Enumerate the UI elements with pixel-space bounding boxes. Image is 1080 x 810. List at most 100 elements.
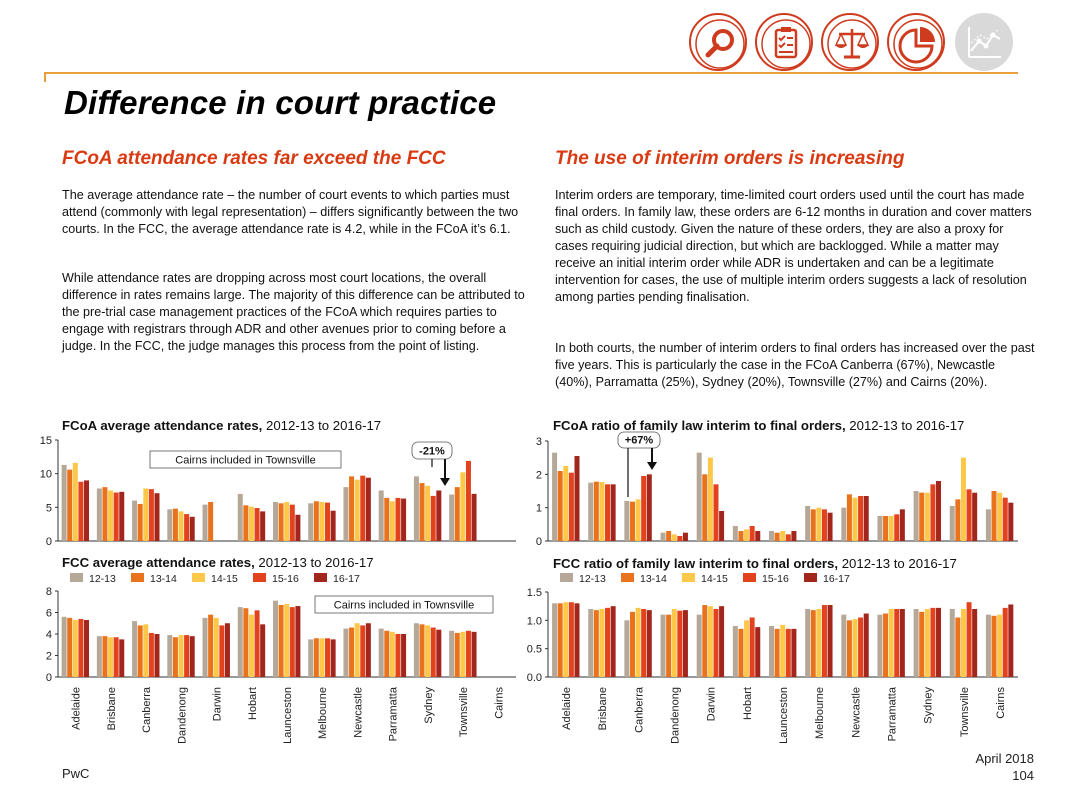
fcc_attendance-legend-swatch <box>70 573 83 582</box>
fcoa_attendance-bar <box>254 508 260 541</box>
left-paragraph-2: While attendance rates are dropping acro… <box>62 271 525 353</box>
fcoa_attendance-bar <box>395 497 401 541</box>
fcc_attendance-category-label: Townsville <box>458 687 470 737</box>
fcoa_interim-bar <box>666 531 672 541</box>
fcc_interim-bar <box>666 614 672 677</box>
fcc_attendance-bar <box>465 630 471 677</box>
fcc_interim-category-label: Adelaide <box>561 687 573 730</box>
fcoa_interim-bar <box>1002 497 1008 541</box>
fcc_interim-bar <box>624 620 630 677</box>
fcc_interim-bar <box>863 613 869 677</box>
fcc_interim-bar <box>966 602 972 677</box>
fcc_attendance-bar <box>167 635 173 677</box>
fcc_interim-bar <box>588 609 594 677</box>
fcc_attendance-category-label: Newcastle <box>352 687 364 738</box>
fcc_interim-legend-label: 14-15 <box>701 573 728 585</box>
header-rule-tick <box>44 72 46 82</box>
left-paragraph-1: The average attendance rate – the number… <box>62 188 519 236</box>
fcc_attendance-bar <box>189 636 195 677</box>
fcc_interim-bar <box>744 620 750 677</box>
fcc_interim-category-label: Townsville <box>959 687 971 737</box>
fcoa_attendance-bar <box>436 490 442 541</box>
fcc_interim-bar <box>738 628 744 677</box>
fcc_attendance-bar <box>454 632 460 677</box>
fcc_interim-bar <box>972 609 978 677</box>
fcoa_attendance-bar <box>78 481 84 541</box>
fcc_interim-legend-label: 16-17 <box>823 573 850 585</box>
fcoa_attendance-bar <box>384 497 390 541</box>
fcc_attendance-bar <box>360 625 366 677</box>
fcc_attendance-bar <box>278 604 284 677</box>
fcoa_attendance-bar <box>248 506 254 541</box>
fcoa_attendance-y-tick-label: 0 <box>46 536 52 548</box>
clipboard-checklist-icon <box>755 13 813 71</box>
fcc_interim-bar <box>702 605 708 677</box>
fcc_interim-bar <box>707 606 713 677</box>
fcoa_attendance-bar <box>365 477 371 541</box>
fcc_interim-bar <box>605 607 611 677</box>
page-title: Difference in court practice <box>64 84 497 121</box>
fcoa_attendance-bar <box>360 475 366 541</box>
fcoa_attendance-bar <box>308 503 314 541</box>
fcoa_attendance-bar <box>202 504 208 541</box>
fcoa_attendance-bar <box>119 491 125 541</box>
fcoa_interim-bar <box>677 536 683 541</box>
fcc_interim-bar <box>985 614 991 677</box>
fcc_attendance-category-label: Hobart <box>247 687 259 720</box>
fcoa_interim-bar <box>660 532 666 541</box>
fcc_interim-bar <box>949 609 955 677</box>
fcc_interim-bar <box>919 611 925 677</box>
fcc_attendance-category-label: Dandenong <box>176 687 188 744</box>
fcc_attendance-bar <box>449 630 455 677</box>
fcc_attendance-bar <box>137 625 143 677</box>
fcc_interim-bar <box>883 613 889 677</box>
fcc_interim-bar <box>769 626 774 677</box>
fcc_interim-bar <box>924 609 930 677</box>
fcoa_interim-bar <box>985 509 991 541</box>
fcc_attendance-bar <box>378 628 384 678</box>
fcoa_interim-bar <box>780 531 786 541</box>
fcc_attendance-bar <box>413 623 419 677</box>
fcoa_attendance-y-tick-label: 5 <box>46 502 52 514</box>
fcc_interim-legend-label: 12-13 <box>579 573 606 585</box>
fcc_interim-bar <box>846 620 852 677</box>
fcc_interim-bar <box>635 607 641 677</box>
fcc_attendance-bar <box>295 606 301 677</box>
fcoa_attendance-callout-text: Cairns included in Townsville <box>175 455 315 467</box>
fcc_attendance-bar <box>119 639 125 678</box>
fcc_attendance-category-label: Parramatta <box>388 686 400 741</box>
fcc_interim-bar <box>930 607 936 677</box>
fcoa_interim-bar <box>702 474 708 541</box>
fcoa_interim-bar <box>599 482 605 541</box>
fcc_attendance-legend-swatch <box>314 573 327 582</box>
fcoa_interim-bar <box>888 516 894 541</box>
fcoa_interim-bar <box>877 516 883 541</box>
fcc_attendance-legend-label: 15-16 <box>272 573 299 585</box>
fcc_interim-bar <box>552 603 558 677</box>
fcoa_attendance-bar <box>319 501 325 541</box>
fcc_interim-bar <box>646 610 652 677</box>
scales-icon <box>821 13 879 71</box>
fcoa_interim-bar <box>899 509 905 541</box>
fcc_attendance-bar <box>213 617 219 678</box>
fcc_interim-bar <box>682 610 688 677</box>
fcc_attendance-bar <box>113 637 119 677</box>
fcc_interim-bar <box>936 607 942 677</box>
fcc_attendance-bar <box>349 627 355 677</box>
fcoa_attendance-bar <box>378 490 384 541</box>
fcoa_interim-bar <box>682 532 688 541</box>
fcc_interim-bar <box>780 624 786 677</box>
fcoa_interim-bar <box>624 501 630 541</box>
fcc_interim-bar <box>677 610 683 677</box>
fcc_attendance-legend-swatch <box>192 573 205 582</box>
fcc_attendance-bar <box>143 624 149 677</box>
fcoa_interim-bar <box>966 489 972 541</box>
fcoa_attendance-bar <box>113 492 119 541</box>
fcc_interim-category-label: Parramatta <box>886 686 898 741</box>
fcoa_attendance-bar <box>67 469 73 541</box>
fcc_interim-bar <box>894 609 900 677</box>
fcc_interim-legend-swatch <box>804 573 817 582</box>
fcc_attendance-bar <box>308 639 314 678</box>
right-paragraph-2: In both courts, the number of interim or… <box>555 341 1035 389</box>
fcoa_interim-bar <box>785 534 791 541</box>
